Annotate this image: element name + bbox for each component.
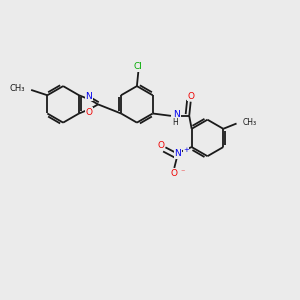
Text: ⁻: ⁻	[181, 168, 185, 177]
Text: H: H	[172, 118, 178, 127]
Text: CH₃: CH₃	[243, 118, 257, 127]
Text: CH₃: CH₃	[9, 84, 25, 93]
Text: O: O	[157, 141, 164, 150]
Text: N: N	[173, 110, 180, 118]
Text: O: O	[85, 108, 92, 117]
Text: N: N	[85, 92, 92, 101]
Text: N: N	[174, 149, 181, 158]
Text: +: +	[183, 147, 189, 153]
Text: Cl: Cl	[134, 62, 143, 71]
Text: O: O	[171, 169, 178, 178]
Text: O: O	[188, 92, 194, 101]
